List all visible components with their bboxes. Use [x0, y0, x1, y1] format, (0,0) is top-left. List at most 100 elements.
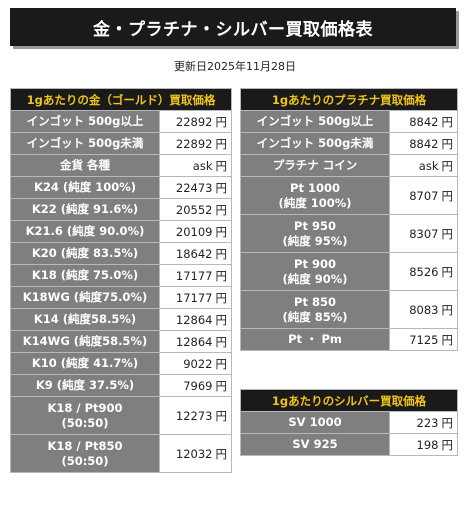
- price-value: 9022: [183, 356, 213, 371]
- item-label-line: SV 1000: [288, 415, 342, 429]
- item-label-line: K9 (純度 37.5%): [35, 378, 135, 392]
- item-price: 7125 円: [389, 328, 458, 351]
- updated-date: 更新日2025年11月28日: [174, 60, 296, 73]
- price-value: ask: [192, 158, 213, 173]
- table-row: K14 (純度58.5%) 12864 円: [10, 308, 232, 331]
- table-row: Pt 1000 (純度 100%) 8707 円: [240, 176, 458, 215]
- item-label-line: K18 (純度 75.0%): [31, 268, 139, 282]
- item-label: K14WG (純度58.5%): [10, 330, 160, 353]
- price-unit: 円: [215, 136, 228, 151]
- item-label-line: Pt ・ Pm: [288, 332, 342, 346]
- price-unit: 円: [441, 136, 454, 151]
- table-row: SV 1000 223 円: [240, 411, 458, 434]
- page-title: 金・プラチナ・シルバー買取価格表: [10, 8, 456, 46]
- table-row: K10 (純度 41.7%) 9022 円: [10, 352, 232, 375]
- table-row: K18 / Pt850 (50:50) 12032 円: [10, 434, 232, 473]
- item-price: 8842 円: [389, 132, 458, 155]
- price-value: 12032: [175, 446, 213, 461]
- item-price: 8707 円: [389, 176, 458, 215]
- item-label-line: K18 / Pt900: [47, 400, 123, 415]
- price-unit: 円: [215, 180, 228, 195]
- item-label-line: SV 925: [292, 437, 338, 451]
- price-value: 8526: [409, 264, 439, 279]
- item-label: K18 (純度 75.0%): [10, 264, 160, 287]
- item-price: 20552 円: [159, 198, 232, 221]
- item-label-line: K14WG (純度58.5%): [22, 334, 148, 348]
- item-label-line: K20 (純度 83.5%): [31, 246, 139, 260]
- table-row: K18 (純度 75.0%) 17177 円: [10, 264, 232, 287]
- price-unit: 円: [441, 332, 454, 347]
- price-value: 8707: [409, 188, 439, 203]
- price-unit: 円: [215, 378, 228, 393]
- table-row: Pt 850 (純度 85%) 8083 円: [240, 290, 458, 329]
- price-value: 8842: [409, 114, 439, 129]
- table-row: インゴット 500g未満 22892 円: [10, 132, 232, 155]
- table-row: プラチナ コイン ask 円: [240, 154, 458, 177]
- item-price: 18642 円: [159, 242, 232, 265]
- item-label: K18WG (純度75.0%): [10, 286, 160, 309]
- price-unit: 円: [215, 158, 228, 173]
- price-unit: 円: [215, 290, 228, 305]
- item-label: SV 1000: [240, 411, 390, 434]
- price-value: 12273: [175, 408, 213, 423]
- price-unit: 円: [441, 264, 454, 279]
- price-value: 17177: [175, 290, 213, 305]
- item-label: K24 (純度 100%): [10, 176, 160, 199]
- item-price: 198 円: [389, 433, 458, 456]
- item-label: プラチナ コイン: [240, 154, 390, 177]
- item-label-line: K14 (純度58.5%): [33, 312, 137, 326]
- price-value: 198: [416, 437, 439, 452]
- price-unit: 円: [441, 437, 454, 452]
- price-value: 22892: [175, 114, 213, 129]
- item-label-line: K18WG (純度75.0%): [22, 290, 148, 304]
- price-value: 12864: [175, 334, 213, 349]
- table-row: K18 / Pt900 (50:50) 12273 円: [10, 396, 232, 435]
- price-unit: 円: [215, 312, 228, 327]
- item-label-line: Pt 850: [294, 294, 336, 309]
- table-row: インゴット 500g未満 8842 円: [240, 132, 458, 155]
- table-row: 金貨 各種 ask 円: [10, 154, 232, 177]
- item-label: K22 (純度 91.6%): [10, 198, 160, 221]
- item-label-line: インゴット 500g未満: [26, 136, 144, 150]
- item-label: インゴット 500g以上: [240, 110, 390, 133]
- item-label: Pt 950 (純度 95%): [240, 214, 390, 253]
- item-label-line-2: (純度 90%): [282, 271, 348, 286]
- item-price: 22473 円: [159, 176, 232, 199]
- platinum-price-table: 1gあたりのプラチナ買取価格 インゴット 500g以上 8842 円インゴット 50…: [240, 88, 458, 351]
- platinum-table-header: 1gあたりのプラチナ買取価格: [240, 88, 458, 111]
- price-unit: 円: [441, 302, 454, 317]
- item-price: 8526 円: [389, 252, 458, 291]
- item-label: インゴット 500g未満: [240, 132, 390, 155]
- table-row: SV 925 198 円: [240, 433, 458, 456]
- price-unit: 円: [215, 356, 228, 371]
- price-unit: 円: [441, 415, 454, 430]
- price-value: 18642: [175, 246, 213, 261]
- item-label-line: インゴット 500g以上: [256, 114, 374, 128]
- item-price: 20109 円: [159, 220, 232, 243]
- price-unit: 円: [215, 408, 228, 423]
- item-price: ask 円: [159, 154, 232, 177]
- item-label-line-2: (純度 95%): [282, 233, 348, 248]
- price-unit: 円: [441, 114, 454, 129]
- item-price: 17177 円: [159, 286, 232, 309]
- price-unit: 円: [441, 226, 454, 241]
- silver-price-table: 1gあたりのシルバー買取価格 SV 1000 223 円 SV 925 198 円: [240, 389, 458, 456]
- item-price: 17177 円: [159, 264, 232, 287]
- table-row: インゴット 500g以上 22892 円: [10, 110, 232, 133]
- price-value: 22473: [175, 180, 213, 195]
- item-label-line: Pt 1000: [290, 180, 340, 195]
- item-label: Pt ・ Pm: [240, 328, 390, 351]
- item-label-line: K24 (純度 100%): [34, 180, 136, 194]
- price-unit: 円: [215, 268, 228, 283]
- price-value: 7125: [409, 332, 439, 347]
- item-price: 223 円: [389, 411, 458, 434]
- price-value: 20109: [175, 224, 213, 239]
- item-label: インゴット 500g未満: [10, 132, 160, 155]
- silver-table-header: 1gあたりのシルバー買取価格: [240, 389, 458, 412]
- table-row: K9 (純度 37.5%) 7969 円: [10, 374, 232, 397]
- item-label-line: K18 / Pt850: [47, 438, 123, 453]
- price-unit: 円: [441, 188, 454, 203]
- price-value: 8842: [409, 136, 439, 151]
- item-price: ask 円: [389, 154, 458, 177]
- price-value: 17177: [175, 268, 213, 283]
